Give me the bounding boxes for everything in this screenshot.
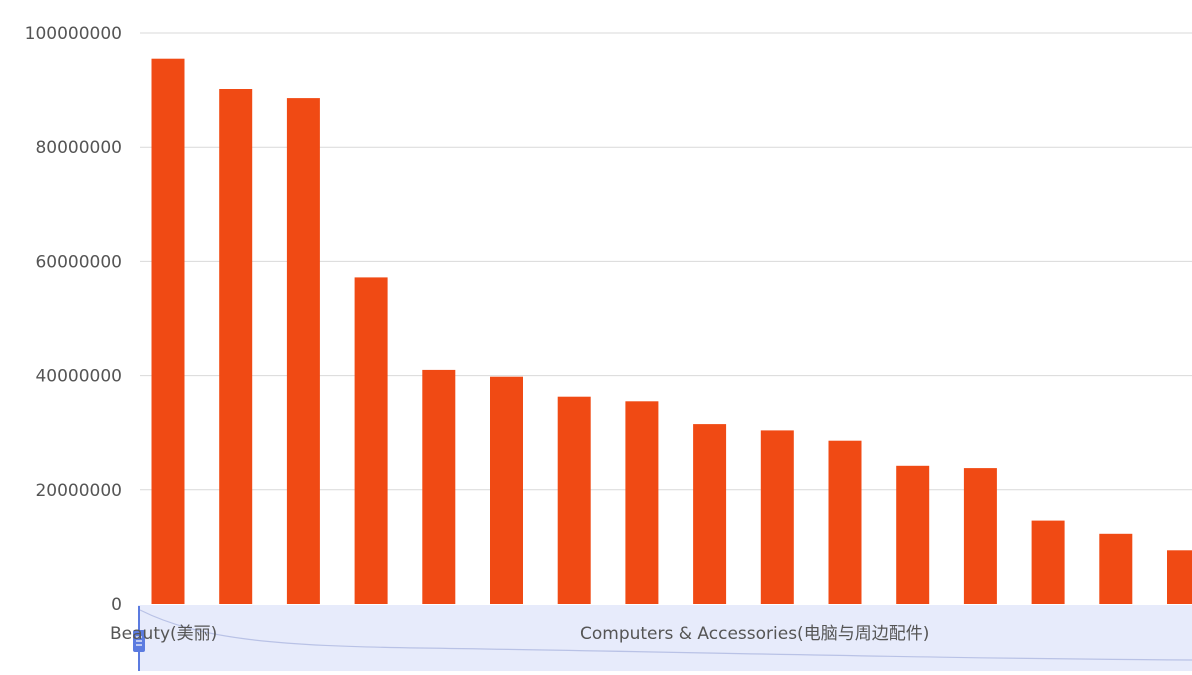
bar[interactable] bbox=[490, 377, 523, 604]
bar[interactable] bbox=[1167, 550, 1192, 604]
x-category-label-computers: Computers & Accessories(电脑与周边配件) bbox=[580, 624, 929, 644]
y-axis: 0 20000000 40000000 60000000 80000000 1000000… bbox=[25, 24, 122, 615]
bar[interactable] bbox=[625, 401, 658, 604]
bar[interactable] bbox=[1032, 521, 1065, 604]
y-tick-label: 60000000 bbox=[35, 252, 122, 272]
bar[interactable] bbox=[896, 466, 929, 604]
bar[interactable] bbox=[693, 424, 726, 604]
bar[interactable] bbox=[219, 89, 252, 604]
x-category-label-beauty: Beauty(美丽) bbox=[110, 624, 217, 644]
bar[interactable] bbox=[558, 397, 591, 604]
bar[interactable] bbox=[287, 98, 320, 604]
bar[interactable] bbox=[761, 430, 794, 604]
bar[interactable] bbox=[1099, 534, 1132, 604]
y-tick-label: 0 bbox=[111, 595, 122, 615]
bars-layer bbox=[152, 59, 1192, 604]
y-tick-label: 20000000 bbox=[35, 481, 122, 501]
bar[interactable] bbox=[422, 370, 455, 604]
bar[interactable] bbox=[964, 468, 997, 604]
y-tick-label: 40000000 bbox=[35, 367, 122, 387]
bar[interactable] bbox=[355, 277, 388, 604]
y-tick-label: 100000000 bbox=[25, 24, 122, 44]
bar[interactable] bbox=[829, 441, 862, 604]
bar[interactable] bbox=[152, 59, 185, 604]
y-tick-label: 80000000 bbox=[35, 138, 122, 158]
